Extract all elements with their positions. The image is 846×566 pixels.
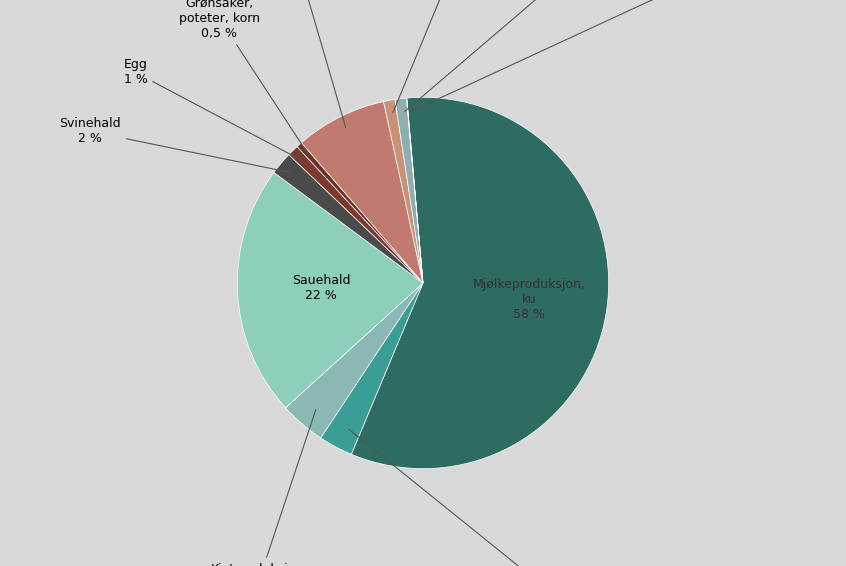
Text: Pelsdyr
1 %: Pelsdyr 1 % — [404, 0, 643, 112]
Wedge shape — [301, 101, 423, 283]
Wedge shape — [395, 98, 423, 283]
Text: Grønsaker,
poteter, korn
0,5 %: Grønsaker, poteter, korn 0,5 % — [179, 0, 308, 153]
Text: Egg
1 %: Egg 1 % — [124, 58, 301, 160]
Wedge shape — [286, 283, 423, 438]
Wedge shape — [351, 97, 608, 469]
Text: Mjølkeproduksjon,
geit
3 %: Mjølkeproduksjon, geit 3 % — [349, 429, 608, 566]
Text: Birøkt
0,03 %: Birøkt 0,03 % — [410, 0, 762, 112]
Wedge shape — [321, 283, 423, 454]
Text: Svinehald
2 %: Svinehald 2 % — [59, 117, 289, 173]
Text: Frukt og bær
8 %: Frukt og bær 8 % — [254, 0, 346, 127]
Wedge shape — [274, 155, 423, 283]
Wedge shape — [288, 147, 423, 283]
Text: Kjøtproduksjon
ammeku
4 %: Kjøtproduksjon ammeku 4 % — [212, 410, 316, 566]
Wedge shape — [383, 100, 423, 283]
Wedge shape — [406, 98, 423, 283]
Wedge shape — [297, 143, 423, 283]
Text: Sauehald
22 %: Sauehald 22 % — [292, 274, 350, 302]
Text: Veksthus og
planteskole
1 %: Veksthus og planteskole 1 % — [393, 0, 513, 113]
Text: Mjølkeproduksjon,
ku
58 %: Mjølkeproduksjon, ku 58 % — [473, 278, 585, 321]
Wedge shape — [238, 173, 423, 408]
